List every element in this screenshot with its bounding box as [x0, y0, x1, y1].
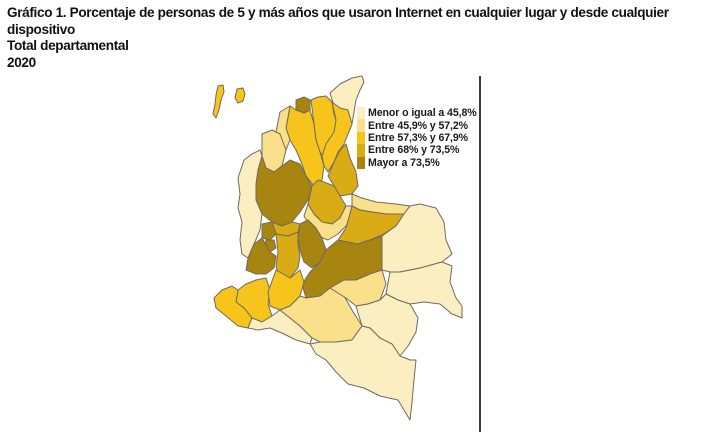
- legend-swatch-3: [357, 131, 365, 145]
- legend-swatch-1: [357, 107, 365, 120]
- chart-title: Gráfico 1. Porcentaje de personas de 5 y…: [7, 5, 702, 71]
- dept-choco: [237, 149, 263, 259]
- dept-narino: [213, 285, 253, 329]
- legend-swatch-4: [357, 144, 365, 157]
- legend-item: Entre 57,3% y 67,9%: [357, 131, 477, 145]
- dept-norte-santander: [327, 143, 359, 197]
- dept-providencia: [234, 87, 246, 104]
- dept-tolima: [275, 231, 301, 281]
- legend-label: Entre 68% y 73,5%: [368, 144, 460, 157]
- dept-amazonas: [309, 325, 417, 421]
- dept-san-andres: [212, 84, 225, 119]
- legend-label: Menor o igual a 45,8%: [368, 107, 477, 120]
- vertical-divider: [479, 76, 481, 432]
- dept-caqueta: [279, 287, 363, 343]
- legend-item: Mayor a 73,5%: [357, 156, 477, 169]
- legend-item: Entre 45,9% y 57,2%: [357, 119, 477, 132]
- dept-risaralda: [261, 221, 277, 241]
- dept-guaviare: [329, 269, 387, 307]
- legend-item: Entre 68% y 73,5%: [357, 144, 477, 157]
- dept-bolivar: [285, 105, 325, 187]
- legend-label: Entre 45,9% y 57,2%: [368, 119, 468, 132]
- title-line-2: dispositivo: [7, 21, 75, 37]
- legend-label: Mayor a 73,5%: [368, 156, 440, 169]
- legend-item: Menor o igual a 45,8%: [357, 107, 477, 120]
- dept-valle: [245, 237, 277, 275]
- legend-swatch-2: [357, 119, 365, 132]
- title-line-4: 2020: [7, 54, 36, 70]
- title-line-1: Gráfico 1. Porcentaje de personas de 5 y…: [7, 5, 669, 20]
- legend-label: Entre 57,3% y 67,9%: [368, 131, 468, 144]
- title-line-3: Total departamental: [7, 38, 129, 53]
- legend-swatch-5: [357, 156, 365, 169]
- legend: Menor o igual a 45,8% Entre 45,9% y 57,2…: [357, 107, 477, 169]
